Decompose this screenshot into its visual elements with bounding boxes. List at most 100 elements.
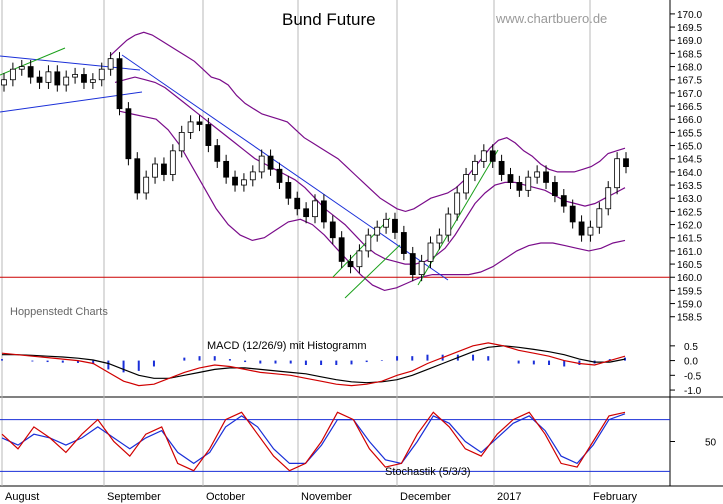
- stoch-k-line: [1, 411, 626, 472]
- macd-tick-label: -0.5: [684, 371, 702, 382]
- candle-body: [463, 174, 469, 194]
- candle-body: [614, 158, 621, 189]
- y-tick-label: 159.5: [677, 286, 702, 297]
- candle-body: [18, 66, 25, 70]
- candle-body: [116, 58, 123, 110]
- candle-body: [81, 74, 87, 83]
- candle-body: [383, 218, 389, 228]
- y-tick-label: 159.0: [677, 300, 702, 311]
- candle-body: [623, 158, 629, 168]
- stoch-d-line: [1, 413, 626, 465]
- stoch-title: Stochastik (5/3/3): [385, 466, 471, 478]
- candle-body: [36, 76, 43, 83]
- candle-body: [267, 155, 274, 170]
- macd-line: [1, 342, 626, 387]
- candle-body: [223, 160, 230, 178]
- candle-body: [436, 234, 443, 244]
- channel-upper: [332, 217, 391, 278]
- candle-body: [409, 253, 416, 276]
- candle-body: [374, 226, 381, 236]
- candle-body: [89, 79, 96, 83]
- candle-body: [9, 68, 16, 81]
- y-tick-label: 158.5: [677, 313, 702, 324]
- y-tick-label: 162.0: [677, 221, 702, 232]
- candle-body: [249, 171, 256, 181]
- candle-body: [560, 195, 567, 207]
- candle-body: [169, 150, 176, 175]
- y-tick-label: 169.5: [677, 23, 702, 34]
- y-tick-label: 167.0: [677, 89, 702, 100]
- candle-body: [400, 232, 407, 254]
- candle-body: [507, 174, 514, 183]
- y-tick-label: 163.0: [677, 194, 702, 205]
- candle-body: [294, 197, 301, 210]
- x-tick-label: 2017: [497, 491, 521, 503]
- candle-body: [338, 237, 345, 262]
- x-tick-label: September: [107, 491, 161, 503]
- candle-body: [543, 171, 549, 183]
- candle-body: [161, 163, 167, 175]
- candle-body: [525, 176, 532, 191]
- y-tick-label: 167.5: [677, 76, 702, 87]
- candle-body: [498, 160, 505, 175]
- y-tick-label: 165.0: [677, 142, 702, 153]
- candle-body: [303, 208, 310, 218]
- candle-body: [125, 108, 132, 160]
- bollinger-lower: [119, 110, 626, 292]
- candle-body: [312, 200, 318, 218]
- x-tick-label: December: [400, 491, 451, 503]
- candle-body: [54, 71, 61, 86]
- candle-body: [152, 163, 158, 178]
- candle-body: [214, 145, 221, 162]
- candle-body: [187, 121, 194, 133]
- chart-title: Bund Future: [282, 10, 376, 29]
- x-axis-labels: August September October November December 20…: [5, 491, 638, 503]
- y-tick-label: 162.5: [677, 207, 702, 218]
- candle-body: [107, 58, 114, 70]
- source-label: Hoppenstedt Charts: [10, 306, 108, 318]
- candle-body: [392, 218, 398, 233]
- macd-title: MACD (12/26/9) mit Histogramm: [207, 340, 367, 352]
- candle-body: [241, 179, 247, 186]
- x-tick-label: October: [206, 491, 245, 503]
- candle-body: [605, 187, 612, 210]
- y-axis-ticks: 170.0 169.5 169.0 168.5 168.0 167.5 167.0 166.5…: [670, 10, 702, 324]
- candle-body: [45, 71, 52, 83]
- stoch-tick-label: 50: [705, 438, 717, 449]
- stochastic-panel: 50: [0, 411, 717, 472]
- candle-body: [569, 205, 576, 223]
- y-tick-label: 163.5: [677, 181, 702, 192]
- y-tick-label: 161.0: [677, 247, 702, 258]
- candle-body: [347, 261, 354, 268]
- candle-body: [596, 208, 603, 228]
- y-tick-label: 169.0: [677, 36, 702, 47]
- macd-tick-label: 0.5: [684, 342, 698, 353]
- y-tick-label: 168.5: [677, 49, 702, 60]
- y-tick-label: 161.5: [677, 234, 702, 245]
- candle-body: [445, 213, 452, 236]
- candle-body: [472, 160, 478, 175]
- candle-body: [276, 168, 283, 183]
- uptrend-line-dec: [417, 149, 499, 286]
- y-tick-label: 160.5: [677, 260, 702, 271]
- candle-body: [329, 221, 336, 239]
- trend-lines: [0, 47, 499, 299]
- candle-body: [427, 242, 434, 262]
- candle-body: [63, 76, 70, 86]
- candle-body: [587, 226, 594, 236]
- candle-body: [1, 79, 7, 86]
- candle-body: [27, 66, 34, 78]
- candle-body: [196, 121, 203, 125]
- macd-signal-line: [2, 345, 626, 384]
- candle-body: [143, 176, 150, 194]
- macd-tick-label: -1.0: [684, 386, 702, 397]
- candle-body: [134, 158, 141, 194]
- price-panel: [0, 0, 670, 397]
- macd-tick-label: 0.0: [684, 357, 698, 368]
- candle-body: [356, 250, 363, 268]
- x-tick-label: November: [301, 491, 352, 503]
- y-tick-label: 164.0: [677, 168, 702, 179]
- candle-body: [418, 261, 425, 275]
- y-tick-label: 166.5: [677, 102, 702, 113]
